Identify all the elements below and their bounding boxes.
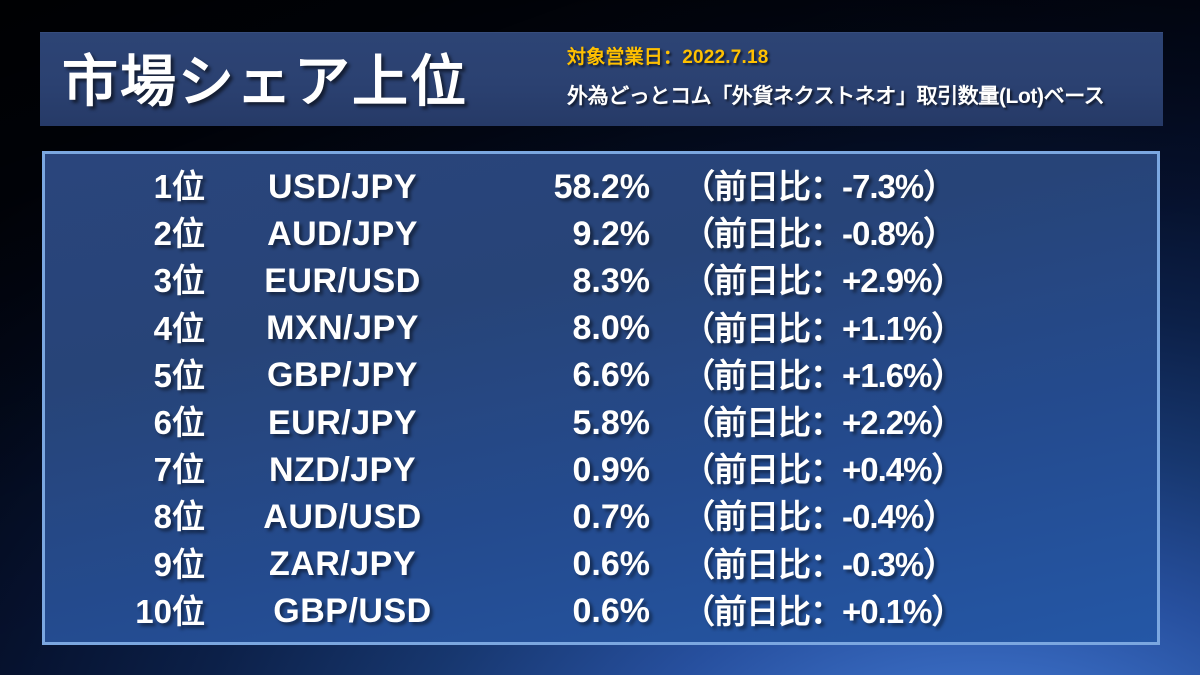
day-over-day-change-cell: （前日比：-0.4%） xyxy=(682,498,956,536)
rank-cell: 5位 xyxy=(153,356,205,394)
day-over-day-change-cell: （前日比：+0.4%） xyxy=(682,451,965,489)
rank-cell: 2位 xyxy=(153,215,205,253)
rank-cell: 7位 xyxy=(153,451,205,489)
day-over-day-change-cell: （前日比：-0.8%） xyxy=(682,215,956,253)
table-row: 2位 AUD/JPY 9.2% （前日比：-0.8%） xyxy=(45,210,1157,257)
table-row: 3位 EUR/USD 8.3% （前日比：+2.9%） xyxy=(45,257,1157,304)
table-row: 1位 USD/JPY 58.2% （前日比：-7.3%） xyxy=(45,163,1157,210)
page-title: 市場シェア上位 xyxy=(62,49,468,113)
market-share-cell: 5.8% xyxy=(572,403,651,442)
market-share-cell: 0.7% xyxy=(572,497,651,536)
market-share-cell: 58.2% xyxy=(553,167,650,206)
currency-pair-cell: USD/JPY xyxy=(268,167,417,206)
day-over-day-change-cell: （前日比：+1.6%） xyxy=(682,356,965,394)
rank-cell: 4位 xyxy=(153,309,205,347)
currency-pair-cell: MXN/JPY xyxy=(266,309,419,348)
market-share-cell: 0.6% xyxy=(572,545,651,584)
table-row: 4位 MXN/JPY 8.0% （前日比：+1.1%） xyxy=(45,305,1157,352)
rank-cell: 9位 xyxy=(153,545,205,583)
day-over-day-change-cell: （前日比：+1.1%） xyxy=(682,309,965,347)
data-source-label: 外為どっとコム「外貨ネクストネオ」取引数量(Lot)ベース xyxy=(567,85,1105,108)
market-share-cell: 8.3% xyxy=(572,261,651,300)
currency-pair-cell: AUD/JPY xyxy=(267,214,418,253)
market-share-cell: 9.2% xyxy=(572,214,651,253)
currency-pair-cell: GBP/JPY xyxy=(267,356,418,395)
table-row: 9位 ZAR/JPY 0.6% （前日比：-0.3%） xyxy=(45,541,1157,588)
day-over-day-change-cell: （前日比：+2.9%） xyxy=(682,262,965,300)
header-bar: 市場シェア上位 対象営業日：2022.7.18 外為どっとコム「外貨ネクストネオ… xyxy=(40,32,1163,126)
currency-pair-cell: NZD/JPY xyxy=(268,450,417,489)
currency-pair-cell: ZAR/JPY xyxy=(268,545,417,584)
market-share-cell: 0.9% xyxy=(572,450,651,489)
market-share-cell: 6.6% xyxy=(572,356,651,395)
currency-pair-cell: EUR/USD xyxy=(264,261,421,300)
day-over-day-change-cell: （前日比：-7.3%） xyxy=(682,168,956,206)
day-over-day-change-cell: （前日比：+2.2%） xyxy=(682,404,965,442)
header-meta: 対象営業日：2022.7.18 外為どっとコム「外貨ネクストネオ」取引数量(Lo… xyxy=(567,42,1157,110)
table-row: 6位 EUR/JPY 5.8% （前日比：+2.2%） xyxy=(45,399,1157,446)
market-share-cell: 8.0% xyxy=(572,309,651,348)
ranking-rows: 1位 USD/JPY 58.2% （前日比：-7.3%） 2位 AUD/JPY 9.2% （前… xyxy=(45,163,1157,635)
ranking-table: 1位 USD/JPY 58.2% （前日比：-7.3%） 2位 AUD/JPY 9.2% （前… xyxy=(42,151,1160,645)
rank-cell: 8位 xyxy=(153,498,205,536)
currency-pair-cell: EUR/JPY xyxy=(268,403,417,442)
table-row: 10位 GBP/USD 0.6% （前日比：+0.1%） xyxy=(45,588,1157,635)
rank-cell: 6位 xyxy=(153,404,205,442)
table-row: 5位 GBP/JPY 6.6% （前日比：+1.6%） xyxy=(45,352,1157,399)
table-row: 7位 NZD/JPY 0.9% （前日比：+0.4%） xyxy=(45,446,1157,493)
rank-cell: 10位 xyxy=(135,592,205,630)
market-share-cell: 0.6% xyxy=(572,592,651,631)
day-over-day-change-cell: （前日比：+0.1%） xyxy=(682,592,965,630)
rank-cell: 3位 xyxy=(153,262,205,300)
rank-cell: 1位 xyxy=(153,168,205,206)
table-row: 8位 AUD/USD 0.7% （前日比：-0.4%） xyxy=(45,493,1157,540)
currency-pair-cell: GBP/USD xyxy=(273,592,432,631)
day-over-day-change-cell: （前日比：-0.3%） xyxy=(682,545,956,583)
currency-pair-cell: AUD/USD xyxy=(263,497,422,536)
target-business-date: 対象営業日：2022.7.18 xyxy=(567,47,769,68)
